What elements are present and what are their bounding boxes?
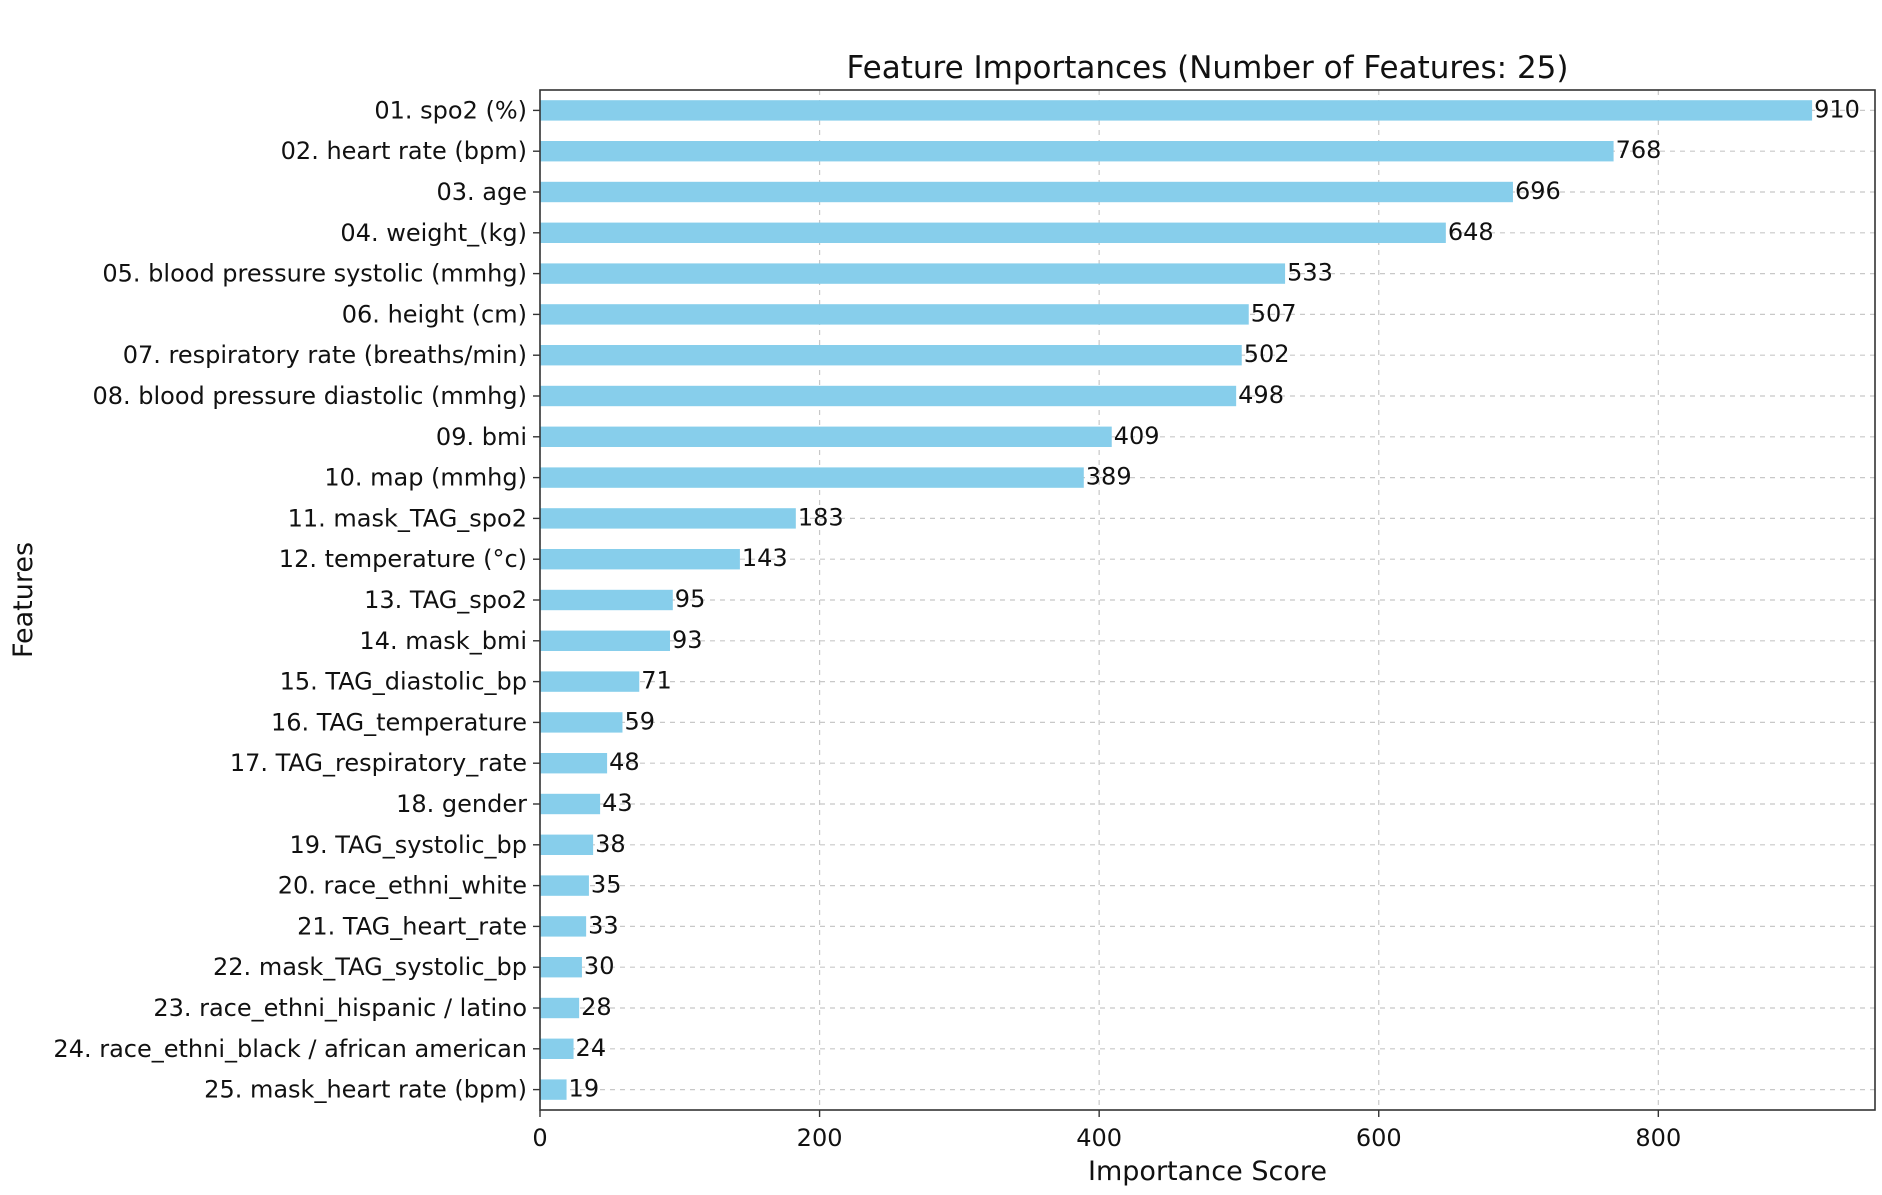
bar: [540, 100, 1813, 121]
bar: [540, 222, 1446, 243]
bar-value-label: 648: [1448, 218, 1494, 246]
category-label: 09. bmi: [436, 423, 527, 451]
category-label: 03. age: [436, 178, 527, 206]
category-label: 17. TAG_respiratory_rate: [230, 749, 527, 777]
x-axis-label: Importance Score: [1088, 1156, 1327, 1187]
x-tick-label: 200: [797, 1124, 843, 1152]
bar-value-label: 38: [595, 830, 626, 858]
category-label: 10. map (mmhg): [324, 464, 527, 492]
bar: [540, 508, 796, 529]
category-label: 24. race_ethni_black / african american: [53, 1035, 527, 1063]
x-tick-label: 600: [1356, 1124, 1402, 1152]
bar-value-label: 389: [1086, 463, 1132, 491]
bar-value-label: 533: [1287, 259, 1333, 287]
bar: [540, 426, 1112, 447]
bar: [540, 589, 673, 611]
bar: [540, 345, 1242, 366]
bar-value-label: 409: [1114, 422, 1160, 450]
bar: [540, 304, 1249, 325]
category-label: 12. temperature (°c): [279, 545, 527, 573]
bar-value-label: 143: [742, 544, 788, 572]
category-label: 22. mask_TAG_systolic_bp: [213, 953, 527, 981]
bar: [540, 263, 1286, 284]
bar-value-label: 910: [1814, 95, 1860, 123]
bar-value-label: 30: [584, 952, 615, 980]
category-label: 05. blood pressure systolic (mmhg): [102, 260, 527, 288]
bar: [540, 630, 671, 651]
bar: [540, 385, 1237, 407]
bar: [540, 549, 740, 570]
bar: [540, 834, 594, 855]
bar: [540, 753, 608, 774]
category-label: 04. weight_(kg): [340, 219, 527, 247]
bar: [540, 712, 623, 733]
plot-frame: [539, 89, 1876, 1111]
bar-value-label: 502: [1244, 340, 1290, 368]
bar: [540, 181, 1513, 203]
bar: [540, 467, 1084, 488]
bar-value-label: 48: [609, 748, 640, 776]
chart-title: Feature Importances (Number of Features:…: [847, 50, 1569, 86]
category-label: 18. gender: [396, 790, 527, 818]
x-tick-label: 400: [1076, 1124, 1122, 1152]
x-axis-ticks: 0 200 400 600 800: [532, 1110, 1681, 1152]
bar-value-label: 95: [675, 585, 706, 613]
bar: [540, 875, 589, 896]
bar-value-label: 24: [576, 1034, 607, 1062]
category-label: 16. TAG_temperature: [271, 708, 527, 736]
bar-value-label: 768: [1616, 136, 1662, 164]
bar: [540, 916, 587, 937]
category-labels: 01. spo2 (%) 02. heart rate (bpm) 03. age 0…: [53, 96, 540, 1104]
bar-value-label: 19: [569, 1075, 600, 1103]
bar-value-label: 696: [1515, 177, 1561, 205]
bar-value-label: 498: [1238, 381, 1284, 409]
category-label: 07. respiratory rate (breaths/min): [123, 341, 527, 369]
y-axis-label: Features: [8, 542, 39, 658]
category-label: 19. TAG_systolic_bp: [290, 831, 528, 859]
bar: [540, 793, 601, 815]
bar: [540, 141, 1614, 162]
category-label: 02. heart rate (bpm): [281, 137, 527, 165]
category-label: 01. spo2 (%): [374, 96, 527, 124]
bars: [540, 100, 1813, 1100]
category-label: 14. mask_bmi: [359, 627, 527, 655]
category-label: 21. TAG_heart_rate: [297, 912, 527, 940]
bar-value-label: 183: [798, 503, 844, 531]
bar-value-label: 507: [1251, 299, 1297, 327]
bar: [540, 957, 582, 978]
category-label: 13. TAG_spo2: [364, 586, 527, 614]
x-tick-label: 0: [532, 1124, 547, 1152]
bar-value-label: 28: [581, 993, 612, 1021]
category-label: 23. race_ethni_hispanic / latino: [153, 994, 527, 1022]
category-label: 25. mask_heart rate (bpm): [204, 1076, 527, 1104]
bar: [540, 997, 580, 1019]
bar-value-label: 43: [602, 789, 633, 817]
category-label: 06. height (cm): [342, 300, 527, 328]
bar-value-label: 59: [624, 707, 655, 735]
bar: [540, 1038, 574, 1059]
category-label: 11. mask_TAG_spo2: [288, 504, 527, 532]
bar: [540, 1079, 567, 1100]
bar-value-label: 33: [588, 911, 619, 939]
category-label: 20. race_ethni_white: [278, 872, 527, 900]
category-label: 08. blood pressure diastolic (mmhg): [92, 382, 527, 410]
category-label: 15. TAG_diastolic_bp: [280, 668, 527, 696]
bar-value-label: 93: [672, 626, 703, 654]
bar: [540, 671, 640, 692]
data-labels: 910 768 696 648 533 507 502 498 409 389 183 143 95 93…: [569, 95, 1860, 1102]
x-tick-label: 800: [1635, 1124, 1681, 1152]
bar-value-label: 35: [591, 871, 622, 899]
bar-value-label: 71: [641, 667, 672, 695]
